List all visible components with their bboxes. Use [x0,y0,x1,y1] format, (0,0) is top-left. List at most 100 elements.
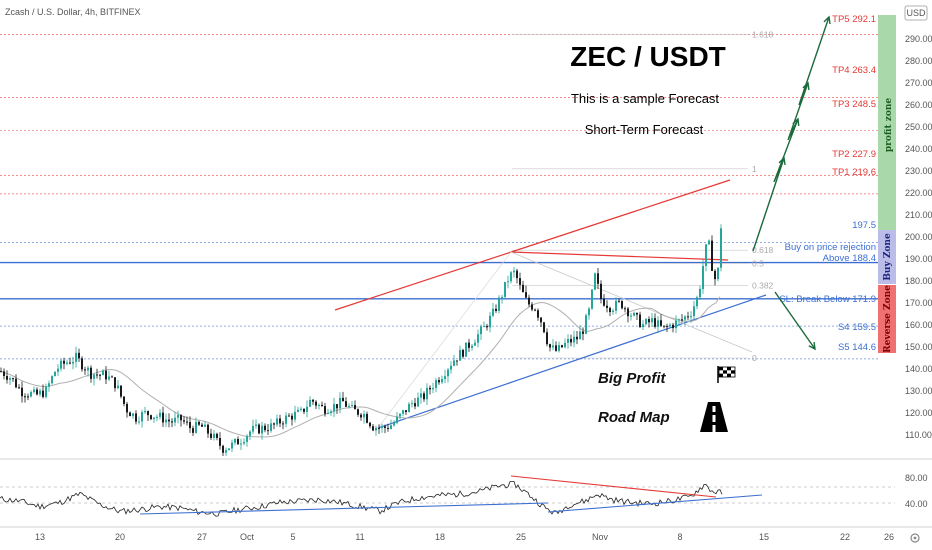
candle-body [528,297,530,305]
candle-body [267,430,269,432]
candle-body [720,228,722,268]
candle-body [135,413,137,422]
candle-body [147,411,149,416]
candle-body [237,438,239,445]
candle-body [378,427,380,429]
y-tick-270: 270.00 [905,78,932,88]
currency-badge[interactable]: USD [904,5,928,21]
oscillator-path [0,481,723,517]
settings-icon[interactable] [910,533,920,543]
candle-body [75,352,77,362]
y-tick-180: 180.00 [905,276,932,286]
headline: ZEC / USDT [570,41,726,72]
candle-body [621,300,623,309]
y-tick-150: 150.00 [905,342,932,352]
candle-body [24,396,26,398]
candle-body [624,308,626,310]
level-label: TP4 263.4 [832,65,876,76]
candle-body [423,393,425,400]
upper-resistance-line [334,179,731,311]
candle-body [540,317,542,323]
x-tick-18: 18 [435,532,445,542]
candle-body [690,316,692,318]
candle-body [573,336,575,343]
candle-body [198,421,200,425]
candle-body [291,415,293,420]
candle-body [501,296,503,298]
candle-body [348,405,350,407]
candle-body [228,448,230,451]
candle-body [105,370,107,380]
candle-body [123,396,125,404]
candle-body [279,418,281,424]
y-tick-280: 280.00 [905,56,932,66]
candle-body [219,437,221,446]
candle-body [492,308,494,316]
candle-body [303,408,305,412]
x-tick-26: 26 [884,532,894,542]
candle-body [435,380,437,389]
candle-body [144,411,146,413]
x-tick-25: 25 [516,532,526,542]
candle-body [393,422,395,426]
candle-body [636,312,638,315]
candle-body [681,319,683,321]
candle-body [36,389,38,395]
candle-body [357,409,359,415]
price-axis[interactable]: 110.00 120.00 130.00 140.00 150.00 160.00 170.… [905,34,932,440]
candle-body [420,393,422,398]
candle-body [186,421,188,423]
candle-body [441,379,443,383]
candle-body [42,390,44,397]
fib-label-1: 1 [752,164,757,174]
candle-body [477,334,479,343]
currency-badge-text: USD [906,8,926,18]
osc-tick-80: 80.00 [905,473,928,483]
descending-line [510,251,729,261]
candle-body [297,409,299,412]
candle-body [510,272,512,282]
time-axis[interactable]: 13 20 27 Oct 5 11 18 25 Nov 8 15 22 26 [35,532,894,542]
y-tick-230: 230.00 [905,166,932,176]
candle-body [240,443,242,445]
candle-body [432,388,434,390]
candle-body [399,413,401,417]
candle-body [603,298,605,306]
candle-body [450,365,452,370]
y-tick-140: 140.00 [905,364,932,374]
candle-body [480,326,482,335]
candle-body [546,332,548,345]
up-forecast-path [752,16,830,252]
buy-zone [878,230,896,284]
candle-body [327,412,329,414]
candle-body [570,338,572,343]
candle-body [543,322,545,333]
levels-layer: TP5 292.1 TP4 263.4 TP3 248.5 TP2 227.9 TP1 … [0,14,878,360]
candle-body [513,270,515,273]
osc-resistance-line [510,475,717,498]
candle-body [591,289,593,309]
candle-body [390,425,392,429]
candle-body [18,387,20,389]
candle-body [702,265,704,290]
candle-body [45,386,47,397]
x-tick-20: 20 [115,532,125,542]
candle-body [339,397,341,409]
candle-body [108,376,110,380]
candle-body [618,300,620,302]
candle-body [447,369,449,377]
candle-body [54,371,56,377]
candle-body [117,385,119,389]
x-tick-5: 5 [290,532,295,542]
candle-body [684,316,686,320]
candle-body [516,270,518,279]
fib-label-0.5: 0.5 [752,258,764,268]
candle-body [519,278,521,285]
candle-body [597,273,599,284]
candle-body [471,345,473,348]
candle-body [537,310,539,318]
candle-body [504,281,506,297]
big-profit-note: Big Profit [598,370,666,387]
candle-body [363,413,365,418]
